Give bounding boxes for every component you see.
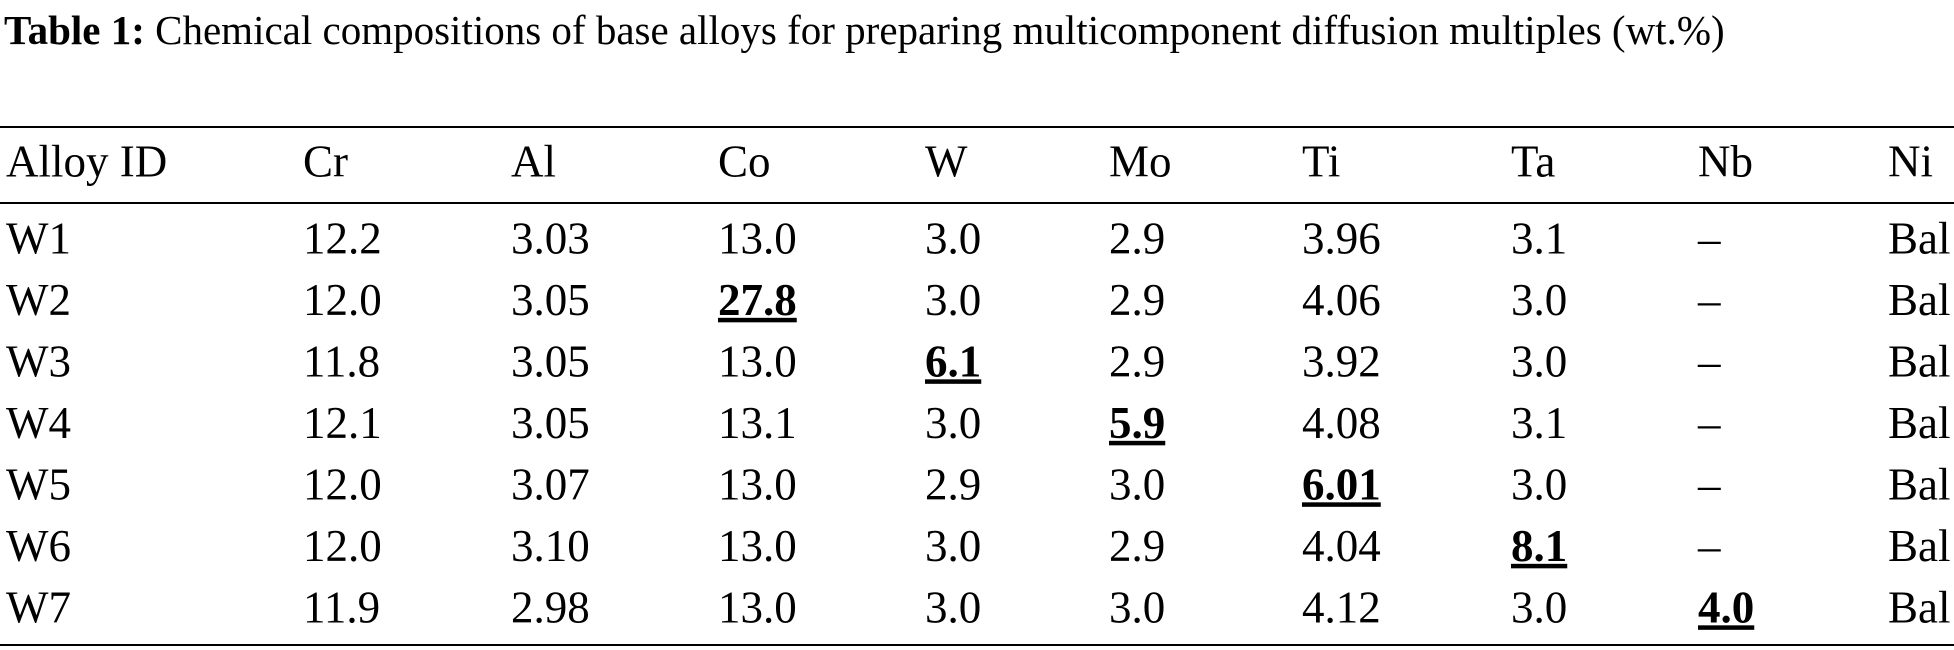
- caption-label: Table 1:: [4, 7, 145, 53]
- header-cell: Ni: [1888, 136, 1933, 186]
- table-cell: Bal: [1888, 398, 1951, 448]
- highlighted-cell: 5.9: [1109, 398, 1165, 448]
- table-cell: 2.98: [511, 582, 590, 632]
- caption-text: Chemical compositions of base alloys for…: [155, 7, 1725, 53]
- table-cell: 3.92: [1302, 336, 1381, 386]
- highlighted-cell: 8.1: [1511, 521, 1567, 571]
- table-cell: 3.0: [1109, 459, 1165, 509]
- row-label: W7: [6, 582, 71, 632]
- row-label: W4: [6, 398, 71, 448]
- table-cell: 4.06: [1302, 275, 1381, 325]
- table-cell: 13.1: [718, 398, 797, 448]
- table-cell: 3.0: [925, 213, 981, 263]
- table-cell: 3.0: [1511, 275, 1567, 325]
- table-cell: 13.0: [718, 582, 797, 632]
- table-cell: –: [1697, 213, 1721, 263]
- highlighted-cell: 6.1: [925, 336, 981, 386]
- table-cell: 13.0: [718, 213, 797, 263]
- table-cell: 2.9: [1109, 275, 1165, 325]
- header-cell: Mo: [1109, 136, 1172, 186]
- highlighted-cell: 6.01: [1302, 459, 1381, 509]
- table-cell: –: [1697, 336, 1721, 386]
- table-cell: 2.9: [1109, 521, 1165, 571]
- table-cell: 3.0: [925, 521, 981, 571]
- table-cell: 13.0: [718, 521, 797, 571]
- table-cell: –: [1697, 521, 1721, 571]
- row-label: W6: [6, 521, 71, 571]
- table-cell: 11.8: [303, 336, 380, 386]
- header-cell: Ti: [1302, 136, 1340, 186]
- row-label: W1: [6, 213, 71, 263]
- table-cell: 3.05: [511, 336, 590, 386]
- table-cell: Bal: [1888, 275, 1951, 325]
- table-cell: 3.03: [511, 213, 590, 263]
- table-cell: –: [1697, 459, 1721, 509]
- table-cell: 4.08: [1302, 398, 1381, 448]
- table-cell: 13.0: [718, 336, 797, 386]
- table-cell: 12.2: [303, 213, 382, 263]
- table-cell: Bal: [1888, 459, 1951, 509]
- table-cell: 12.0: [303, 275, 382, 325]
- row-label: W5: [6, 459, 71, 509]
- header-cell: Al: [511, 136, 556, 186]
- highlighted-cell: 4.0: [1698, 582, 1754, 632]
- header-cell: W: [925, 136, 968, 186]
- table-cell: –: [1697, 398, 1721, 448]
- table-cell: 2.9: [1109, 213, 1165, 263]
- header-cell: Co: [718, 136, 771, 186]
- table-cell: 2.9: [925, 459, 981, 509]
- table-cell: Bal: [1888, 521, 1951, 571]
- table-cell: 13.0: [718, 459, 797, 509]
- highlighted-cell: 27.8: [718, 275, 797, 325]
- table-cell: 4.04: [1302, 521, 1381, 571]
- table-cell: 2.9: [1109, 336, 1165, 386]
- table-cell: 3.0: [1511, 459, 1567, 509]
- table-cell: 3.0: [925, 275, 981, 325]
- table-cell: –: [1697, 275, 1721, 325]
- table-cell: 12.0: [303, 459, 382, 509]
- table-cell: 3.0: [1109, 582, 1165, 632]
- row-label: W2: [6, 275, 71, 325]
- table-cell: 3.0: [1511, 582, 1567, 632]
- header-cell: Nb: [1698, 136, 1753, 186]
- table-cell: 11.9: [303, 582, 380, 632]
- table-cell: 3.1: [1511, 398, 1567, 448]
- table-cell: Bal: [1888, 582, 1951, 632]
- row-label: W3: [6, 336, 71, 386]
- table-cell: 3.0: [1511, 336, 1567, 386]
- table-cell: 3.07: [511, 459, 590, 509]
- table-cell: 3.10: [511, 521, 590, 571]
- header-cell: Ta: [1511, 136, 1555, 186]
- table-cell: 3.96: [1302, 213, 1381, 263]
- header-cell: Alloy ID: [6, 136, 167, 186]
- table-cell: 3.1: [1511, 213, 1567, 263]
- table-cell: 3.05: [511, 398, 590, 448]
- table-cell: 3.0: [925, 398, 981, 448]
- table-caption: Table 1: Chemical compositions of base a…: [4, 6, 1950, 54]
- table-cell: Bal: [1888, 213, 1951, 263]
- table-cell: Bal: [1888, 336, 1951, 386]
- table-cell: 3.05: [511, 275, 590, 325]
- header-cell: Cr: [303, 136, 348, 186]
- table-cell: 12.0: [303, 521, 382, 571]
- table-cell: 4.12: [1302, 582, 1381, 632]
- table-cell: 12.1: [303, 398, 382, 448]
- table-cell: 3.0: [925, 582, 981, 632]
